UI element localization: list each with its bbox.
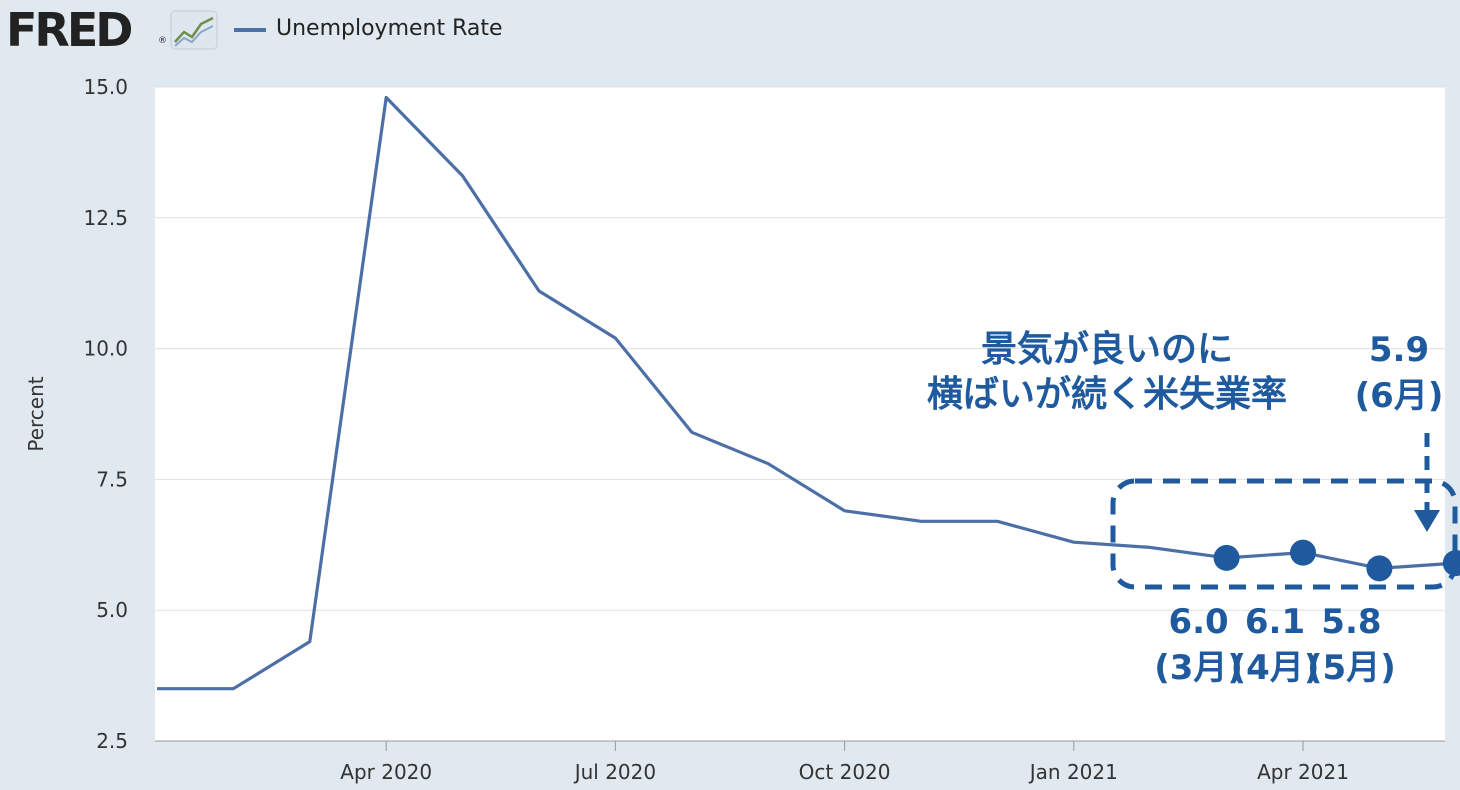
month-label: (3月) [1154, 648, 1243, 688]
y-tick-label: 7.5 [96, 467, 128, 491]
x-tick-label: Oct 2020 [799, 760, 891, 784]
annotation-arrow [1414, 433, 1440, 532]
y-tick-label: 15.0 [83, 75, 128, 99]
value-labels: 6.0 (3月)6.1 (4月)5.8 (5月) 5.9 (6月) [1154, 330, 1443, 688]
annotation-line-1: 景気が良いのに [981, 329, 1233, 370]
value-label: 5.9 [1369, 330, 1429, 370]
annotation-line-2: 横ばいが続く米失業率 [927, 374, 1287, 415]
highlight-point[interactable] [1442, 550, 1460, 577]
fred-logo[interactable]: FRED [6, 3, 133, 57]
plot-area [155, 87, 1445, 741]
chart-header: FRED ® Unemployment Rate [0, 0, 1460, 62]
y-axis-label: Percent [24, 376, 48, 451]
y-tick-label: 5.0 [96, 598, 128, 622]
month-label: (5月) [1307, 648, 1396, 688]
value-label: 6.0 [1168, 602, 1228, 642]
highlight-box [1110, 478, 1458, 590]
highlight-markers [1213, 539, 1460, 582]
x-tick-label: Jul 2020 [573, 760, 656, 784]
y-axis-ticks: 2.5 5.0 7.5 10.0 12.5 15.0 [83, 75, 128, 753]
month-label: (4月) [1231, 648, 1320, 688]
month-label: (6月) [1355, 376, 1444, 416]
value-label: 6.1 [1245, 602, 1305, 642]
highlight-point[interactable] [1366, 555, 1393, 582]
highlight-point[interactable] [1213, 544, 1240, 571]
highlight-point[interactable] [1290, 539, 1316, 566]
x-axis-ticks: Apr 2020 Jul 2020 Oct 2020 Jan 2021 Apr 2021 [155, 740, 1445, 784]
annotation-text: 景気が良いのに 横ばいが続く米失業率 [927, 329, 1287, 415]
line-graph-icon [170, 10, 218, 50]
y-tick-label: 12.5 [83, 206, 128, 230]
x-tick-label: Apr 2020 [340, 760, 432, 784]
x-tick-label: Jan 2021 [1028, 760, 1118, 784]
y-tick-label: 2.5 [96, 729, 128, 753]
legend-label[interactable]: Unemployment Rate [276, 16, 503, 41]
y-tick-label: 10.0 [83, 337, 128, 361]
registered-mark: ® [158, 36, 167, 46]
legend-swatch [234, 28, 266, 32]
x-tick-label: Apr 2021 [1257, 760, 1349, 784]
value-label: 5.8 [1321, 602, 1381, 642]
